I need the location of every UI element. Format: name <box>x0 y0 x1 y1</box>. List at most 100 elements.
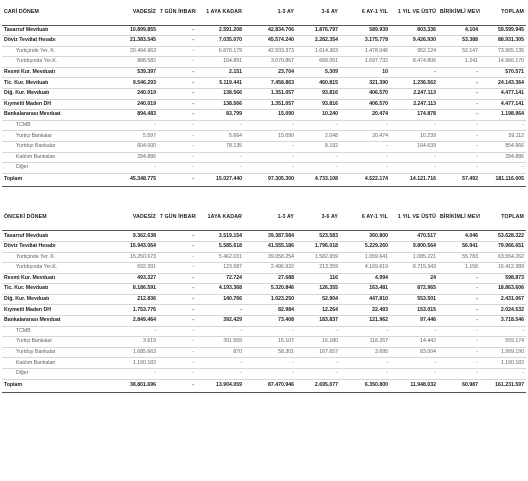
table-cell: 9.362.638 <box>132 232 156 239</box>
table-cell: - <box>292 164 294 171</box>
table-cell: 126.355 <box>319 285 338 292</box>
table-cell: 1.753.776 <box>132 306 156 313</box>
table-cell: 2.695.077 <box>314 382 338 389</box>
table-row: Kıymetli Maden DH 240.019 - 138.566 1.351.05… <box>2 99 526 110</box>
table-cell: - <box>192 69 194 76</box>
table-cell: - <box>240 164 242 171</box>
table-cell: 59.599.945 <box>498 26 524 33</box>
table-cell: 392.429 <box>223 317 242 324</box>
row-label: Bankalararası Mevduat <box>4 111 61 118</box>
column-header: 6 AY-1 YIL <box>340 205 390 232</box>
table-cell: 240.019 <box>137 100 156 107</box>
table-cell: - <box>192 143 194 150</box>
table-cell: - <box>336 153 338 160</box>
table-cell: - <box>240 153 242 160</box>
table-cell: - <box>192 164 194 171</box>
table-cell: 803.336 <box>417 26 436 33</box>
table-cell: - <box>154 164 156 171</box>
table-cell: 161.231.597 <box>495 382 524 389</box>
table-row: Katılım Bankaları 1.160.182 - - - - - - - 1.160.1… <box>2 358 526 369</box>
table-row: Diğer - - - - - - - - - <box>2 163 526 174</box>
table-cell: 93.816 <box>322 100 338 107</box>
table-cell: - <box>434 69 436 76</box>
table-cell: - <box>434 327 436 334</box>
row-label: Resmi Kur. Mevduatı <box>4 69 56 76</box>
table-cell: 3.619 <box>143 338 156 345</box>
table-cell: 57.492 <box>462 176 478 183</box>
table-cell: - <box>386 359 388 366</box>
table-cell: 5.462.031 <box>218 253 242 260</box>
table-cell: 15.250.673 <box>130 253 156 260</box>
table-cell: 6.870.179 <box>218 47 242 54</box>
table-cell: 14.966.170 <box>498 58 524 65</box>
table-cell: 10 <box>382 69 388 76</box>
column-header: 1-3 AY <box>244 0 296 26</box>
table-cell: 3.175.778 <box>364 37 388 44</box>
table-cell: 570.571 <box>505 69 524 76</box>
table-cell: 10.240 <box>322 111 338 118</box>
table-cell: 2.496.932 <box>270 264 294 271</box>
table-cell: 5.585.618 <box>218 243 242 250</box>
table-cell: - <box>336 327 338 334</box>
table-cell: - <box>192 132 194 139</box>
table-cell: 73.408 <box>278 317 294 324</box>
table-cell: 213.359 <box>319 264 338 271</box>
table-row: Döviz Tevdiat Hesabı 15.943.064 - 5.585.618… <box>2 241 526 252</box>
table-cell: 1.158 <box>465 264 478 271</box>
table-cell: 284.886 <box>137 153 156 160</box>
table-cell: 888.582 <box>137 58 156 65</box>
table-cell: 18.863.606 <box>498 285 524 292</box>
table-cell: 11.948.032 <box>410 382 436 389</box>
table-cell: - <box>476 132 478 139</box>
table-cell: - <box>192 37 194 44</box>
table-cell: 2.151 <box>229 69 242 76</box>
table-cell: - <box>292 122 294 129</box>
row-label: Bankalararası Mevduat <box>4 317 61 324</box>
table-cell: 55.783 <box>462 253 478 260</box>
table-cell: 460.815 <box>319 79 338 86</box>
table-cell: - <box>476 111 478 118</box>
table-cell: 12.264 <box>322 306 338 313</box>
row-label: Yurtdışı Bankalar <box>16 143 56 150</box>
row-label: Katılım Bankaları <box>16 359 56 366</box>
table-cell: 1.582.659 <box>314 253 338 260</box>
table-cell: 240.019 <box>137 90 156 97</box>
column-header: 1 AYA KADAR <box>196 0 244 26</box>
table-cell: 2.247.113 <box>413 100 436 107</box>
table-cell: 60.987 <box>462 382 478 389</box>
row-label: Diğ. Kur. Mevduatı <box>4 296 50 303</box>
table-cell: - <box>292 143 294 150</box>
table-cell: 2.247.113 <box>413 90 436 97</box>
table-cell: 5.119.441 <box>219 79 242 86</box>
row-label: Yurtiçi Bankalar <box>16 132 53 139</box>
table-cell: 42.834.706 <box>268 26 294 33</box>
table-cell: - <box>192 153 194 160</box>
row-label: Tic. Kur. Mevduatı <box>4 79 49 86</box>
table-row: Resmi Kur. Mevduatı 493.327 - 72.724 27.688 1… <box>2 273 526 284</box>
table-cell: 56.941 <box>462 243 478 250</box>
row-label: Tasarruf Mevduatı <box>4 26 49 33</box>
table-cell: 406.570 <box>369 100 388 107</box>
table-row: Döviz Tevdiat Hesabı 21.383.545 - 7.035.070… <box>2 36 526 47</box>
table-cell: 5.309 <box>325 69 338 76</box>
table-cell: 5.664 <box>229 132 242 139</box>
table-cell: 183.837 <box>319 317 338 324</box>
table-cell: - <box>336 122 338 129</box>
row-label: TCMB <box>16 327 31 334</box>
row-label: Yurtiçi Bankalar <box>16 338 53 345</box>
table-cell: 598.873 <box>505 274 524 281</box>
table-cell: - <box>386 153 388 160</box>
table-cell: - <box>476 317 478 324</box>
table-cell: 121.962 <box>369 317 388 324</box>
table-cell: 7.458.863 <box>270 79 294 86</box>
table-cell: 4.994 <box>375 274 388 281</box>
table-cell: 360.800 <box>369 232 388 239</box>
table-cell: 63.554.262 <box>498 253 524 260</box>
table-row: Yurtiçinde Yer. K. 15.250.673 - 5.462.031 39… <box>2 252 526 263</box>
table-row: Yurtdışında Yer.K. 692.391 - 123.587 2.496.9… <box>2 263 526 274</box>
table-cell: 8.715.343 <box>412 264 436 271</box>
table-cell: 83.799 <box>226 111 242 118</box>
table-cell: 4.046 <box>465 232 478 239</box>
